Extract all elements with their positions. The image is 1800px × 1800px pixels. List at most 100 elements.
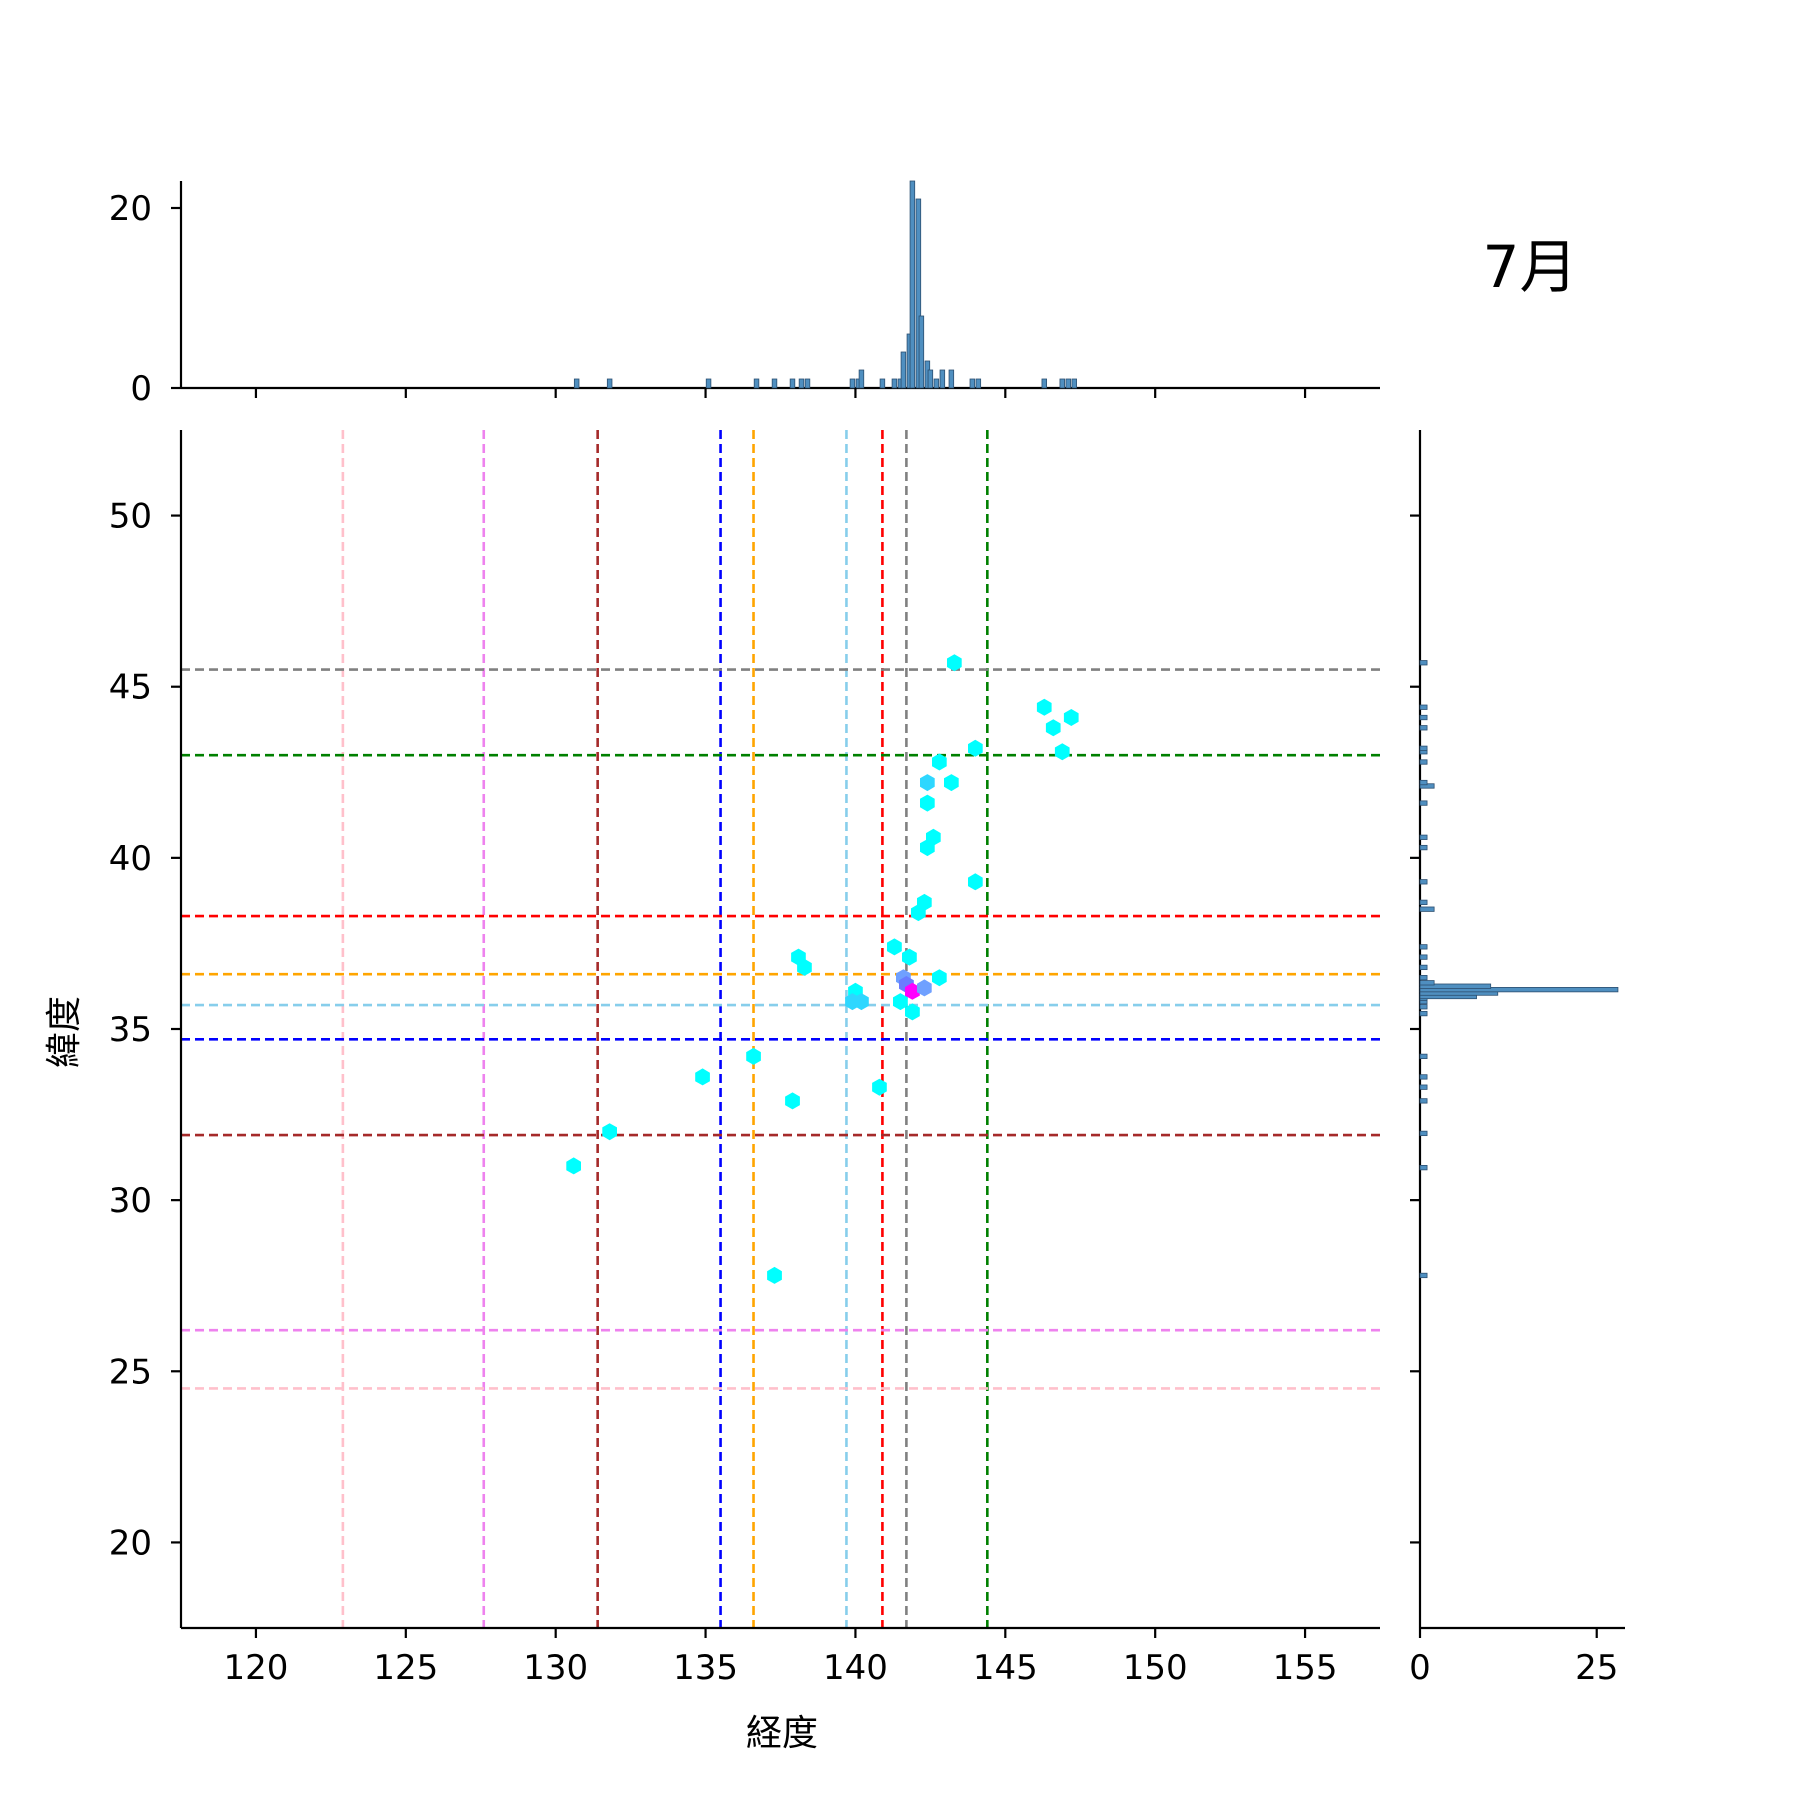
right-hist-bar	[1419, 954, 1428, 960]
right-hist-bar	[1419, 879, 1428, 885]
top-hist-bar	[1065, 378, 1071, 389]
hexbin-point	[968, 873, 983, 891]
hexbin-point	[785, 1092, 800, 1110]
right-hist-bar	[1419, 660, 1428, 666]
right-hist-x-tick-label: 0	[1409, 1648, 1431, 1688]
hexbin-point	[932, 969, 947, 987]
right-hist-bar	[1419, 745, 1428, 751]
hexbin-point	[1063, 709, 1079, 726]
hexbin-point	[1045, 719, 1061, 737]
top-hist-bar	[798, 378, 805, 389]
right-hist-bar	[1419, 1098, 1428, 1104]
y-tick-label: 50	[109, 497, 152, 537]
hexbin-point	[932, 753, 947, 771]
horizontal-reference-lines	[181, 668, 1380, 1390]
right-hist-bar	[1419, 899, 1428, 905]
top-hist-bar	[606, 378, 613, 389]
x-tick-label: 130	[523, 1648, 588, 1688]
hexbin-point	[947, 654, 962, 672]
top-hist-bar	[948, 369, 955, 389]
right-hist-bar	[1419, 987, 1619, 993]
axes: 120 125 130 135 140 145 150 155 20 25 30 35 40 45 50	[109, 388, 1420, 1688]
hexbin-point	[767, 1266, 782, 1284]
top-hist-bar	[939, 369, 946, 389]
y-axis-label: 緯度	[44, 996, 85, 1068]
hexbin-point	[911, 904, 926, 922]
right-hist-bar	[1419, 1272, 1428, 1279]
right-hist-bar	[1419, 964, 1428, 971]
right-hist-bar	[1419, 779, 1428, 786]
top-hist-y-tick-label: 20	[109, 189, 152, 229]
top-hist-bar	[918, 315, 925, 389]
hexbin-point	[566, 1157, 581, 1175]
hexbin-point	[905, 982, 920, 1000]
right-hist-bar	[1419, 1074, 1428, 1080]
y-tick-label: 40	[109, 839, 152, 879]
hexbin-point	[902, 948, 917, 966]
right-hist-bar	[1419, 983, 1492, 989]
right-hist-bar	[1419, 1130, 1428, 1137]
top-hist-bar	[789, 378, 796, 389]
right-hist-bar	[1419, 980, 1435, 986]
right-hist-bar	[1419, 844, 1428, 851]
right-hist-bar	[1419, 800, 1428, 806]
y-tick-label: 30	[109, 1181, 152, 1221]
y-tick-label: 35	[109, 1010, 152, 1050]
top-hist-bar	[975, 378, 982, 389]
hexbin-point	[920, 839, 935, 857]
y-tick-label: 20	[109, 1523, 152, 1563]
x-tick-label: 140	[823, 1648, 888, 1688]
hexbin-point	[602, 1123, 617, 1141]
right-hist-bar	[1419, 759, 1428, 765]
hexbin-point	[1054, 743, 1070, 761]
x-tick-label: 145	[973, 1648, 1038, 1688]
hexbin-point	[887, 938, 902, 956]
top-hist-bar	[858, 369, 865, 389]
vertical-reference-lines	[341, 430, 989, 1628]
top-hist-bar	[879, 378, 886, 389]
top-hist-bar	[900, 351, 907, 389]
hexbin-points	[566, 654, 1079, 1284]
top-hist-bar	[909, 180, 916, 389]
hexbin-point	[905, 1003, 920, 1021]
hexbin-point	[797, 958, 812, 976]
top-hist-bar	[933, 378, 940, 389]
top-hist-bar	[573, 378, 580, 389]
x-tick-label: 135	[673, 1648, 738, 1688]
right-hist-bar	[1419, 704, 1428, 710]
top-hist-bar	[1059, 378, 1065, 389]
x-tick-label: 155	[1273, 1648, 1338, 1688]
month-title: 7月	[1483, 233, 1578, 301]
hexbin-point	[968, 739, 983, 757]
y-tick-label: 45	[109, 668, 152, 708]
top-hist-bar	[753, 378, 760, 389]
top-hist-bar	[771, 378, 778, 389]
hexbin-point	[944, 774, 959, 792]
x-tick-label: 125	[373, 1648, 438, 1688]
hexbin-point	[893, 993, 908, 1011]
x-tick-label: 150	[1123, 1648, 1188, 1688]
right-hist-bar	[1419, 1053, 1428, 1060]
x-tick-label: 120	[223, 1648, 288, 1688]
hexbin-point	[1036, 698, 1052, 716]
top-hist-bar	[705, 378, 712, 389]
right-hist-bar	[1419, 1165, 1428, 1171]
top-hist-y-tick-label: 0	[130, 369, 152, 409]
right-hist-bar	[1419, 1084, 1428, 1090]
right-hist-bar	[1419, 1004, 1428, 1010]
hexbin-point	[746, 1047, 761, 1065]
hexbin-point	[920, 774, 935, 792]
hexbin-point	[917, 979, 932, 997]
right-histogram: 0 25	[1409, 430, 1625, 1688]
hexbin-point	[920, 794, 935, 812]
hexbin-point	[695, 1068, 710, 1086]
top-hist-bar	[1071, 378, 1077, 389]
top-histogram: 0 20	[109, 180, 1380, 409]
right-hist-bar	[1419, 714, 1428, 721]
right-hist-bar	[1419, 906, 1435, 912]
right-hist-bar	[1419, 975, 1428, 981]
top-hist-bar	[891, 378, 898, 389]
top-hist-bar	[969, 378, 976, 389]
top-hist-bar	[915, 198, 922, 389]
